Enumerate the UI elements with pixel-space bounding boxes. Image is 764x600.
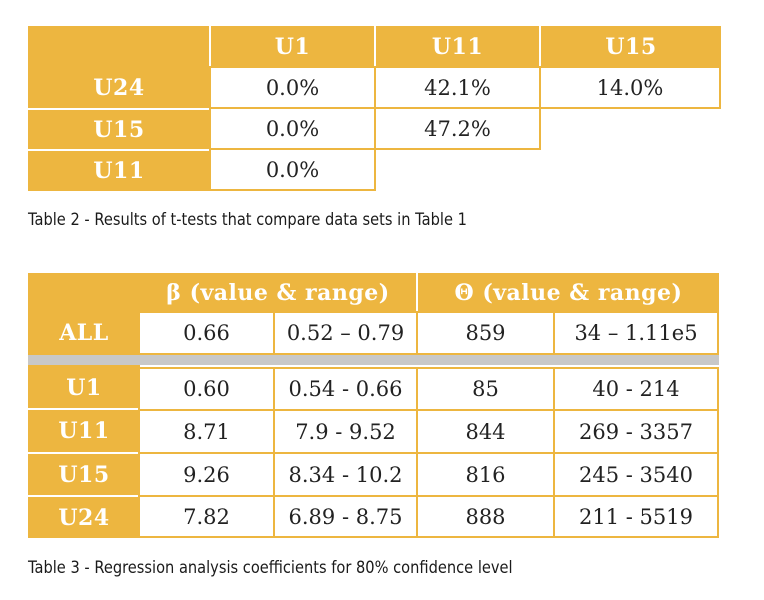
table3-rowlabel-band <box>28 273 140 538</box>
table3-cell: 0.66 <box>138 311 275 355</box>
table3-cell: 816 <box>416 452 555 497</box>
table2-cell: 0.0% <box>209 66 376 109</box>
table2-caption: Table 2 - Results of t-tests that compar… <box>28 210 467 230</box>
table3-cell: 7.82 <box>138 495 275 538</box>
table3-row-label: U24 <box>58 504 110 531</box>
table2-row-label: U24 <box>93 75 145 101</box>
table2-col-header: U15 <box>605 34 657 60</box>
table2-cell: 14.0% <box>539 66 721 109</box>
table3-row-label: U11 <box>58 418 110 444</box>
table2-cell: 0.0% <box>209 107 376 150</box>
table3-cell: 269 - 3357 <box>553 409 719 454</box>
table2-cell: 47.2% <box>374 107 541 150</box>
table3-cell: 34 – 1.11e5 <box>553 311 719 355</box>
table3-row-label: ALL <box>59 320 109 346</box>
table3-group-header-beta: β (value & range) <box>166 280 390 306</box>
table2-cell: 0.0% <box>209 148 376 191</box>
table3-row-label: U1 <box>66 374 102 401</box>
table3-cell: 844 <box>416 409 555 454</box>
table3-cell: 6.89 - 8.75 <box>273 495 418 538</box>
table3-header-band <box>28 273 719 313</box>
table3-cell: 888 <box>416 495 555 538</box>
table3-cell: 8.34 - 10.2 <box>273 452 418 497</box>
table3-caption: Table 3 - Regression analysis coefficien… <box>28 558 513 578</box>
table3-cell: 40 - 214 <box>553 367 719 411</box>
table2-cell: 42.1% <box>374 66 541 109</box>
table3-cell: 8.71 <box>138 409 275 454</box>
table3-cell: 7.9 - 9.52 <box>273 409 418 454</box>
table3-row-label: U15 <box>58 461 110 488</box>
table3-cell: 0.54 - 0.66 <box>273 367 418 411</box>
table2-col-header: U11 <box>431 34 484 60</box>
table2-row-label: U11 <box>93 158 145 184</box>
table2-row-label: U15 <box>93 116 145 143</box>
table3-group-header-theta: Θ (value & range) <box>454 280 683 306</box>
table3-cell: 85 <box>416 367 555 411</box>
table3-cell: 9.26 <box>138 452 275 497</box>
table3-separator <box>28 355 719 365</box>
table3-cell: 211 - 5519 <box>553 495 719 538</box>
table3-cell: 0.52 – 0.79 <box>273 311 418 355</box>
table2-col-header: U1 <box>274 34 311 60</box>
table3-cell: 859 <box>416 311 555 355</box>
table3-cell: 245 - 3540 <box>553 452 719 497</box>
table3-cell: 0.60 <box>138 367 275 411</box>
